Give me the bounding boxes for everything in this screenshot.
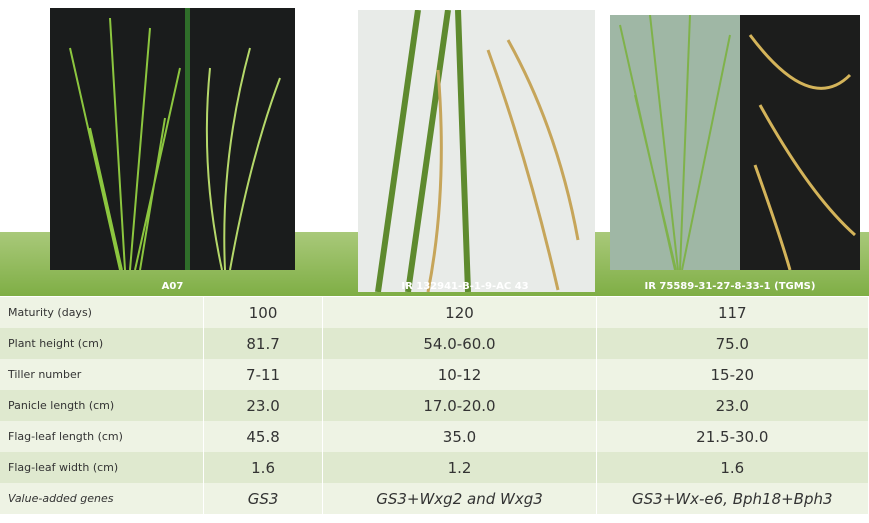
table-row: Flag-leaf length (cm) 45.8 35.0 21.5-30.0 bbox=[0, 421, 869, 452]
table-row: Maturity (days) 100 120 117 bbox=[0, 297, 869, 328]
cell-value: 120 bbox=[322, 297, 597, 328]
table-row: Plant height (cm) 81.7 54.0-60.0 75.0 bbox=[0, 328, 869, 359]
table-row: Tiller number 7-11 10-12 15-20 bbox=[0, 359, 869, 390]
cell-value: 1.6 bbox=[596, 452, 869, 483]
cell-value: 75.0 bbox=[596, 328, 869, 359]
cell-value: 1.6 bbox=[203, 452, 324, 483]
row-label: Flag-leaf length (cm) bbox=[0, 421, 204, 452]
table-row: Flag-leaf width (cm) 1.6 1.2 1.6 bbox=[0, 452, 869, 483]
cell-value: 23.0 bbox=[203, 390, 324, 421]
column-header: IR 132941-B-1-9-AC 43 bbox=[401, 281, 529, 292]
cell-value: 81.7 bbox=[203, 328, 324, 359]
table-row: Panicle length (cm) 23.0 17.0-20.0 23.0 bbox=[0, 390, 869, 421]
column-header: IR 75589-31-27-8-33-1 (TGMS) bbox=[644, 281, 816, 292]
cell-value: 45.8 bbox=[203, 421, 324, 452]
cell-value: 1.2 bbox=[322, 452, 597, 483]
cell-value: 23.0 bbox=[596, 390, 869, 421]
photo-ir132941 bbox=[358, 10, 595, 292]
row-label: Flag-leaf width (cm) bbox=[0, 452, 204, 483]
cell-value: GS3 bbox=[203, 483, 324, 514]
cell-value: 100 bbox=[203, 297, 324, 328]
cell-value: 15-20 bbox=[596, 359, 869, 390]
cell-value: GS3+Wxg2 and Wxg3 bbox=[322, 483, 597, 514]
cell-value: 7-11 bbox=[203, 359, 324, 390]
cell-value: 35.0 bbox=[322, 421, 597, 452]
cell-value: 117 bbox=[596, 297, 869, 328]
row-label: Tiller number bbox=[0, 359, 204, 390]
row-label: Plant height (cm) bbox=[0, 328, 204, 359]
cell-value: GS3+Wx-e6, Bph18+Bph3 bbox=[596, 483, 869, 514]
cell-value: 21.5-30.0 bbox=[596, 421, 869, 452]
row-label: Value-added genes bbox=[0, 483, 204, 514]
cell-value: 10-12 bbox=[322, 359, 597, 390]
row-label: Panicle length (cm) bbox=[0, 390, 204, 421]
photo-ir75589 bbox=[610, 15, 860, 270]
cell-value: 17.0-20.0 bbox=[322, 390, 597, 421]
row-label: Maturity (days) bbox=[0, 297, 204, 328]
cell-value: 54.0-60.0 bbox=[322, 328, 597, 359]
photo-a07 bbox=[50, 8, 295, 270]
column-header: A07 bbox=[161, 281, 184, 292]
trait-table: Maturity (days) 100 120 117 Plant height (cm… bbox=[0, 297, 869, 514]
table-row: Value-added genes GS3 GS3+Wxg2 and Wxg3 GS3… bbox=[0, 483, 869, 514]
